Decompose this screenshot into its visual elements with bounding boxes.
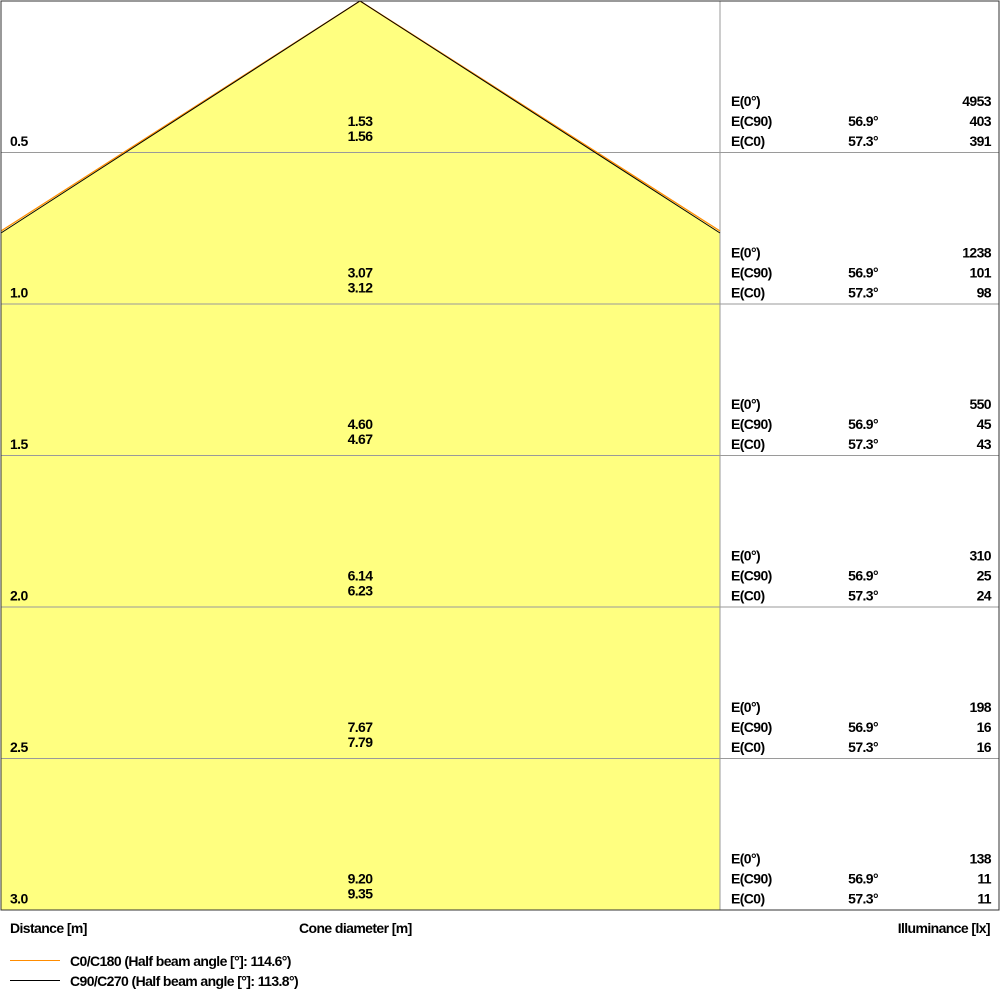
e0-label: E(0°) [731,548,760,564]
e-c0-angle: 57.3° [848,436,878,452]
e-c90-label: E(C90) [731,113,772,129]
e-c90-value: 16 [977,719,992,735]
distance-label: 3.0 [10,891,28,907]
e-c0-value: 98 [977,285,992,301]
e-c90-angle: 56.9° [848,113,878,129]
e-c0-value: 24 [977,588,992,604]
e-c90-label: E(C90) [731,265,772,281]
legend-line-c90 [10,980,60,981]
e-c0-label: E(C0) [731,891,765,907]
cone-diameter-c0: 3.07 [348,265,374,281]
e-c0-label: E(C0) [731,133,765,149]
cone-diameter-c90: 1.56 [348,128,374,144]
e-c90-label: E(C90) [731,871,772,887]
e-c0-value: 11 [977,891,991,907]
e-c90-angle: 56.9° [848,416,878,432]
e-c90-value: 25 [977,568,992,584]
distance-label: 1.0 [10,285,28,301]
distance-label: 1.5 [10,436,28,452]
e-c0-label: E(C0) [731,285,765,301]
e-c90-value: 101 [969,265,991,281]
legend-line-c0 [10,960,60,961]
e-c90-label: E(C90) [731,568,772,584]
e-c0-value: 391 [969,133,991,149]
e-c90-value: 403 [969,113,991,129]
cone-diameter-c0: 1.53 [348,113,374,129]
e-c0-angle: 57.3° [848,739,878,755]
footer-cone-label: Cone diameter [m] [299,920,412,936]
e0-value: 138 [969,851,991,867]
cone-diameter-c0: 9.20 [348,871,374,887]
e-c0-label: E(C0) [731,436,765,452]
cone-diagram: 0.5 1.531.56 E(0°) 4953 E(C90) 56.9° 403 E(C0) 5… [0,0,1000,911]
distance-label: 0.5 [10,133,28,149]
e0-value: 310 [969,548,991,564]
e0-label: E(0°) [731,851,760,867]
distance-label: 2.5 [10,739,28,755]
e-c90-angle: 56.9° [848,871,878,887]
cone-diameter-c90: 3.12 [348,280,374,296]
e-c0-value: 43 [977,436,992,452]
cone-diameter-c90: 9.35 [348,886,374,902]
e0-value: 4953 [962,93,992,109]
footer-illuminance-label: Illuminance [lx] [897,920,991,936]
e-c90-label: E(C90) [731,416,772,432]
e-c90-angle: 56.9° [848,265,878,281]
diagram-frame [0,0,1000,911]
cone-diameter-c90: 7.79 [348,734,374,750]
e-c90-value: 11 [977,871,991,887]
e-c0-value: 16 [977,739,992,755]
e-c0-angle: 57.3° [848,891,878,907]
e-c0-angle: 57.3° [848,588,878,604]
e-c0-angle: 57.3° [848,133,878,149]
cone-diameter-c90: 6.23 [348,583,374,599]
e0-value: 1238 [962,245,992,261]
e-c90-angle: 56.9° [848,719,878,735]
e-c90-angle: 56.9° [848,568,878,584]
e0-value: 198 [969,699,991,715]
cone-diameter-c90: 4.67 [348,431,374,447]
e0-label: E(0°) [731,245,760,261]
legend-label-c90: C90/C270 (Half beam angle [°]: 113.8°) [70,973,299,989]
e-c0-angle: 57.3° [848,285,878,301]
distance-label: 2.0 [10,588,28,604]
e0-label: E(0°) [731,396,760,412]
e-c90-value: 45 [977,416,992,432]
e0-label: E(0°) [731,93,760,109]
cone-diameter-c0: 4.60 [348,416,374,432]
e0-value: 550 [969,396,991,412]
e-c0-label: E(C0) [731,739,765,755]
e0-label: E(0°) [731,699,760,715]
e-c0-label: E(C0) [731,588,765,604]
e-c90-label: E(C90) [731,719,772,735]
footer-distance-label: Distance [m] [10,920,87,936]
cone-diameter-c0: 7.67 [348,719,374,735]
legend-label-c0: C0/C180 (Half beam angle [°]: 114.6°) [70,953,291,969]
cone-diameter-c0: 6.14 [348,568,374,584]
